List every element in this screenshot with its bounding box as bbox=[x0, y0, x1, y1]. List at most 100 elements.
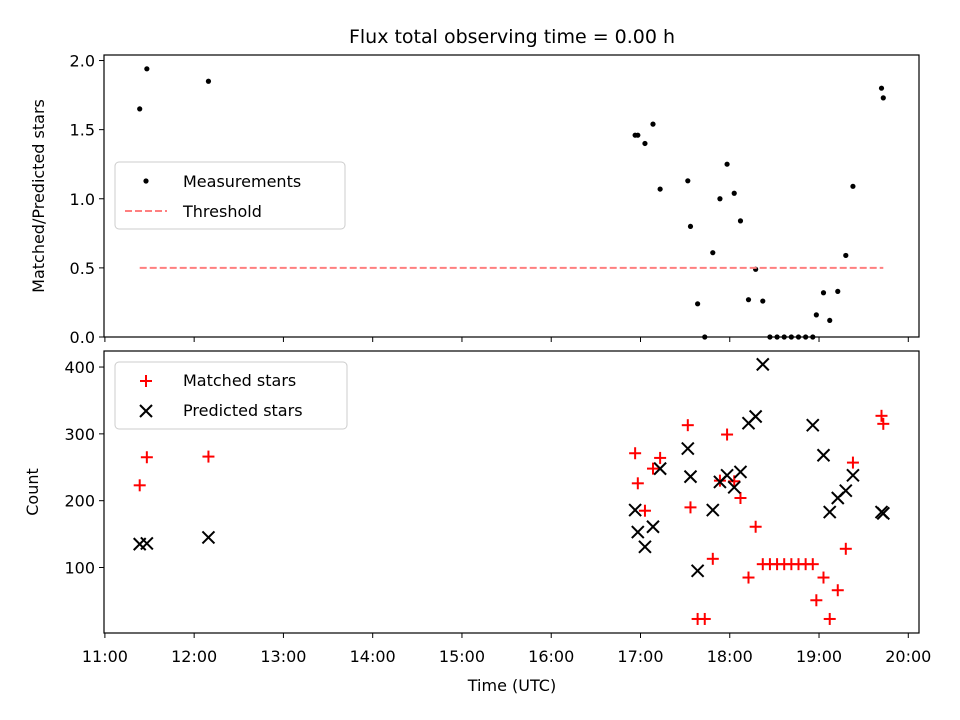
predicted-stars-point bbox=[140, 536, 154, 551]
chart-title: Flux total observing time = 0.00 h bbox=[349, 26, 675, 48]
y-tick-label: 1.0 bbox=[70, 190, 95, 209]
predicted-stars-point bbox=[876, 506, 891, 521]
predicted-stars-point bbox=[683, 469, 698, 484]
measurements-point bbox=[745, 297, 752, 303]
measurements-point bbox=[657, 186, 663, 192]
y-tick-label: 300 bbox=[64, 425, 95, 444]
predicted-stars-point bbox=[727, 480, 741, 495]
predicted-stars-point bbox=[823, 505, 837, 519]
measurements-point bbox=[642, 140, 648, 147]
threshold-legend-label: Threshold bbox=[182, 202, 262, 221]
measurements-legend-marker bbox=[143, 178, 149, 184]
matched-stars-point bbox=[140, 451, 153, 464]
y-tick-label: 400 bbox=[64, 358, 95, 377]
measurements-point bbox=[650, 121, 656, 127]
predicted-stars-point bbox=[806, 418, 820, 432]
matched-stars-point bbox=[698, 612, 711, 625]
matched-stars-point bbox=[631, 477, 644, 490]
measurements-point bbox=[695, 301, 701, 307]
matched-stars-point bbox=[734, 492, 747, 505]
predicted-stars-point bbox=[846, 468, 860, 483]
measurements-point bbox=[843, 252, 849, 259]
predicted-stars-point bbox=[201, 530, 216, 545]
matched-stars-point bbox=[654, 451, 667, 464]
predicted-stars-point bbox=[646, 520, 660, 534]
ratio-legend: Measurements Threshold bbox=[114, 161, 346, 230]
predicted-stars-point bbox=[690, 564, 705, 578]
matched-stars-point bbox=[839, 542, 852, 555]
measurements-point bbox=[144, 66, 150, 72]
x-axis-label: Time (UTC) bbox=[467, 676, 556, 695]
predicted-stars-point bbox=[756, 357, 770, 372]
measurements-legend-label: Measurements bbox=[183, 172, 301, 191]
matched-stars-point bbox=[721, 428, 734, 441]
count-legend-box bbox=[114, 361, 348, 430]
y-tick-label: 100 bbox=[64, 559, 95, 578]
matched-stars-point bbox=[646, 462, 659, 475]
matched-stars-point bbox=[831, 584, 844, 597]
count-legend: Matched stars Predicted stars bbox=[114, 361, 348, 430]
measurements-point bbox=[878, 85, 885, 91]
measurements-point bbox=[710, 250, 716, 256]
predicted-stars-point bbox=[653, 461, 667, 476]
matched-stars-legend-label: Matched stars bbox=[183, 371, 296, 390]
predicted-stars-point bbox=[720, 468, 734, 483]
measurements-point bbox=[813, 312, 819, 318]
measurements-point bbox=[731, 190, 737, 196]
matched-stars-point bbox=[133, 479, 146, 492]
x-tick-label: 18:00 bbox=[707, 647, 753, 666]
measurements-point bbox=[205, 78, 212, 84]
y-tick-label: 200 bbox=[64, 492, 95, 511]
ratio-legend-box bbox=[114, 161, 346, 230]
measurements-point bbox=[880, 95, 886, 101]
measurements-point bbox=[717, 196, 723, 202]
measurements-point bbox=[827, 317, 833, 324]
matched-stars-point bbox=[806, 558, 819, 571]
measurements-point bbox=[820, 290, 827, 296]
matched-stars-point bbox=[629, 447, 642, 460]
measurements-point bbox=[687, 223, 694, 230]
matched-stars-point bbox=[877, 417, 890, 430]
measurements-point bbox=[635, 132, 641, 138]
x-tick-label: 13:00 bbox=[260, 647, 306, 666]
measurements-point bbox=[685, 178, 691, 184]
predicted-stars-point bbox=[816, 448, 831, 462]
predicted-stars-point bbox=[839, 483, 853, 498]
ratio-panel-frame bbox=[103, 54, 920, 338]
measurements-point bbox=[737, 218, 744, 224]
matched-stars-point bbox=[742, 571, 755, 584]
matched-stars-point bbox=[749, 520, 762, 533]
predicted-stars-point bbox=[733, 465, 748, 479]
count-panel-frame bbox=[103, 350, 920, 634]
x-tick-label: 15:00 bbox=[439, 647, 485, 666]
matched-stars-point bbox=[638, 504, 651, 517]
x-tick-label: 20:00 bbox=[885, 647, 931, 666]
matched-stars-point bbox=[810, 594, 823, 607]
predicted-stars-legend-marker bbox=[139, 404, 153, 418]
x-tick-label: 17:00 bbox=[617, 647, 663, 666]
x-tick-label: 19:00 bbox=[796, 647, 842, 666]
predicted-stars-point bbox=[638, 540, 652, 554]
y-tick-label: 1.5 bbox=[70, 121, 95, 140]
predicted-stars-legend-label: Predicted stars bbox=[183, 401, 303, 420]
x-tick-label: 11:00 bbox=[82, 647, 128, 666]
matched-stars-point bbox=[823, 612, 836, 625]
predicted-stars-point bbox=[706, 503, 720, 517]
matched-stars-point bbox=[846, 456, 859, 469]
measurements-point bbox=[835, 288, 841, 294]
matched-stars-point bbox=[684, 501, 697, 514]
matched-stars-point bbox=[706, 552, 719, 565]
count-y-axis-label: Count bbox=[23, 468, 42, 516]
matched-stars-legend-marker bbox=[140, 375, 152, 387]
y-tick-label: 0.5 bbox=[70, 259, 95, 278]
y-tick-label: 2.0 bbox=[70, 52, 95, 71]
x-tick-label: 14:00 bbox=[350, 647, 396, 666]
predicted-stars-point bbox=[631, 525, 645, 539]
predicted-stars-point bbox=[681, 441, 695, 456]
predicted-stars-point bbox=[628, 503, 642, 517]
ratio-panel: 0.00.51.01.52.0 Matched/Predicted stars … bbox=[29, 52, 920, 347]
y-tick-label: 0.0 bbox=[70, 328, 95, 347]
matched-stars-point bbox=[875, 409, 888, 422]
measurements-point bbox=[760, 298, 766, 304]
measurements-point bbox=[724, 161, 730, 167]
